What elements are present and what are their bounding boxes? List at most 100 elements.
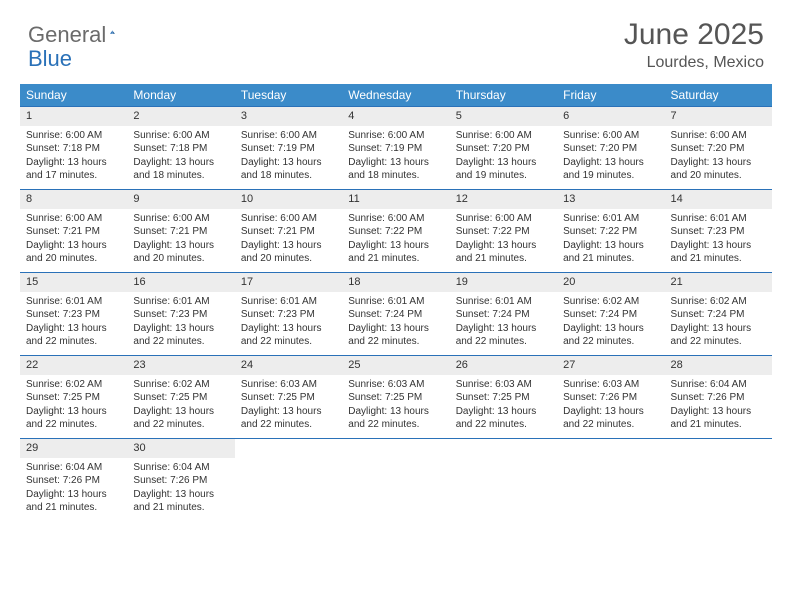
daylight-line2: and 19 minutes. [456, 169, 551, 183]
day-number: 23 [127, 356, 234, 375]
daylight-line2: and 22 minutes. [26, 418, 121, 432]
day-number: 19 [450, 273, 557, 292]
day-body: Sunrise: 6:00 AMSunset: 7:18 PMDaylight:… [127, 126, 234, 189]
day-number: 3 [235, 107, 342, 126]
day-body: Sunrise: 6:01 AMSunset: 7:23 PMDaylight:… [20, 292, 127, 355]
day-cell: 14Sunrise: 6:01 AMSunset: 7:23 PMDayligh… [665, 190, 772, 272]
day-number [235, 439, 342, 458]
sunset-text: Sunset: 7:23 PM [26, 308, 121, 322]
sunset-text: Sunset: 7:24 PM [456, 308, 551, 322]
day-body: Sunrise: 6:00 AMSunset: 7:20 PMDaylight:… [557, 126, 664, 189]
sunset-text: Sunset: 7:20 PM [671, 142, 766, 156]
day-body: Sunrise: 6:04 AMSunset: 7:26 PMDaylight:… [127, 458, 234, 521]
daylight-line1: Daylight: 13 hours [26, 488, 121, 502]
day-number: 17 [235, 273, 342, 292]
day-body: Sunrise: 6:03 AMSunset: 7:25 PMDaylight:… [342, 375, 449, 438]
sunset-text: Sunset: 7:24 PM [671, 308, 766, 322]
sunset-text: Sunset: 7:26 PM [26, 474, 121, 488]
day-cell: 4Sunrise: 6:00 AMSunset: 7:19 PMDaylight… [342, 107, 449, 189]
daylight-line2: and 22 minutes. [563, 335, 658, 349]
day-cell: 15Sunrise: 6:01 AMSunset: 7:23 PMDayligh… [20, 273, 127, 355]
day-cell: 19Sunrise: 6:01 AMSunset: 7:24 PMDayligh… [450, 273, 557, 355]
daylight-line1: Daylight: 13 hours [26, 239, 121, 253]
day-cell-empty [235, 439, 342, 521]
day-body: Sunrise: 6:00 AMSunset: 7:21 PMDaylight:… [127, 209, 234, 272]
day-body: Sunrise: 6:00 AMSunset: 7:21 PMDaylight:… [20, 209, 127, 272]
day-number: 1 [20, 107, 127, 126]
sunrise-text: Sunrise: 6:00 AM [241, 129, 336, 143]
day-body: Sunrise: 6:02 AMSunset: 7:24 PMDaylight:… [665, 292, 772, 355]
day-number: 22 [20, 356, 127, 375]
daylight-line2: and 22 minutes. [133, 335, 228, 349]
day-body: Sunrise: 6:04 AMSunset: 7:26 PMDaylight:… [665, 375, 772, 438]
sunrise-text: Sunrise: 6:03 AM [241, 378, 336, 392]
daylight-line1: Daylight: 13 hours [348, 156, 443, 170]
daylight-line2: and 21 minutes. [26, 501, 121, 515]
sunrise-text: Sunrise: 6:00 AM [456, 129, 551, 143]
day-header: Monday [127, 84, 234, 106]
daylight-line2: and 21 minutes. [671, 252, 766, 266]
day-cell: 22Sunrise: 6:02 AMSunset: 7:25 PMDayligh… [20, 356, 127, 438]
day-body: Sunrise: 6:00 AMSunset: 7:20 PMDaylight:… [665, 126, 772, 189]
day-number: 25 [342, 356, 449, 375]
daylight-line2: and 22 minutes. [456, 418, 551, 432]
day-number: 21 [665, 273, 772, 292]
daylight-line2: and 22 minutes. [348, 335, 443, 349]
day-cell-empty [665, 439, 772, 521]
week-row: 15Sunrise: 6:01 AMSunset: 7:23 PMDayligh… [20, 272, 772, 355]
sunrise-text: Sunrise: 6:01 AM [133, 295, 228, 309]
day-number [450, 439, 557, 458]
daylight-line1: Daylight: 13 hours [348, 322, 443, 336]
sunset-text: Sunset: 7:25 PM [241, 391, 336, 405]
month-title: June 2025 [624, 18, 764, 52]
sunset-text: Sunset: 7:25 PM [26, 391, 121, 405]
day-header: Friday [557, 84, 664, 106]
day-body: Sunrise: 6:02 AMSunset: 7:25 PMDaylight:… [127, 375, 234, 438]
day-number: 26 [450, 356, 557, 375]
day-number: 10 [235, 190, 342, 209]
daylight-line2: and 22 minutes. [348, 418, 443, 432]
day-number: 28 [665, 356, 772, 375]
daylight-line2: and 18 minutes. [348, 169, 443, 183]
day-cell: 30Sunrise: 6:04 AMSunset: 7:26 PMDayligh… [127, 439, 234, 521]
sunset-text: Sunset: 7:18 PM [133, 142, 228, 156]
sunrise-text: Sunrise: 6:00 AM [348, 212, 443, 226]
sunrise-text: Sunrise: 6:01 AM [26, 295, 121, 309]
week-row: 1Sunrise: 6:00 AMSunset: 7:18 PMDaylight… [20, 106, 772, 189]
day-cell: 28Sunrise: 6:04 AMSunset: 7:26 PMDayligh… [665, 356, 772, 438]
day-cell: 24Sunrise: 6:03 AMSunset: 7:25 PMDayligh… [235, 356, 342, 438]
day-number: 11 [342, 190, 449, 209]
daylight-line2: and 21 minutes. [133, 501, 228, 515]
daylight-line2: and 22 minutes. [26, 335, 121, 349]
day-number: 14 [665, 190, 772, 209]
day-body: Sunrise: 6:04 AMSunset: 7:26 PMDaylight:… [20, 458, 127, 521]
sunrise-text: Sunrise: 6:00 AM [456, 212, 551, 226]
day-number: 7 [665, 107, 772, 126]
daylight-line1: Daylight: 13 hours [26, 156, 121, 170]
sunrise-text: Sunrise: 6:00 AM [671, 129, 766, 143]
day-cell: 16Sunrise: 6:01 AMSunset: 7:23 PMDayligh… [127, 273, 234, 355]
daylight-line2: and 22 minutes. [241, 418, 336, 432]
daylight-line2: and 18 minutes. [241, 169, 336, 183]
sunset-text: Sunset: 7:23 PM [241, 308, 336, 322]
day-cell: 18Sunrise: 6:01 AMSunset: 7:24 PMDayligh… [342, 273, 449, 355]
sunrise-text: Sunrise: 6:04 AM [671, 378, 766, 392]
daylight-line1: Daylight: 13 hours [456, 239, 551, 253]
day-cell: 7Sunrise: 6:00 AMSunset: 7:20 PMDaylight… [665, 107, 772, 189]
day-body: Sunrise: 6:01 AMSunset: 7:23 PMDaylight:… [127, 292, 234, 355]
sunset-text: Sunset: 7:26 PM [133, 474, 228, 488]
sunset-text: Sunset: 7:21 PM [26, 225, 121, 239]
daylight-line2: and 21 minutes. [348, 252, 443, 266]
page-header: General June 2025 Lourdes, Mexico [0, 0, 792, 80]
day-number: 15 [20, 273, 127, 292]
daylight-line2: and 22 minutes. [671, 335, 766, 349]
sunrise-text: Sunrise: 6:01 AM [563, 212, 658, 226]
logo-text-blue: Blue [28, 46, 72, 71]
day-cell-empty [557, 439, 664, 521]
day-header: Sunday [20, 84, 127, 106]
day-header: Thursday [450, 84, 557, 106]
daylight-line1: Daylight: 13 hours [133, 322, 228, 336]
sunrise-text: Sunrise: 6:00 AM [133, 129, 228, 143]
logo-sail-icon [110, 23, 115, 41]
day-number: 30 [127, 439, 234, 458]
